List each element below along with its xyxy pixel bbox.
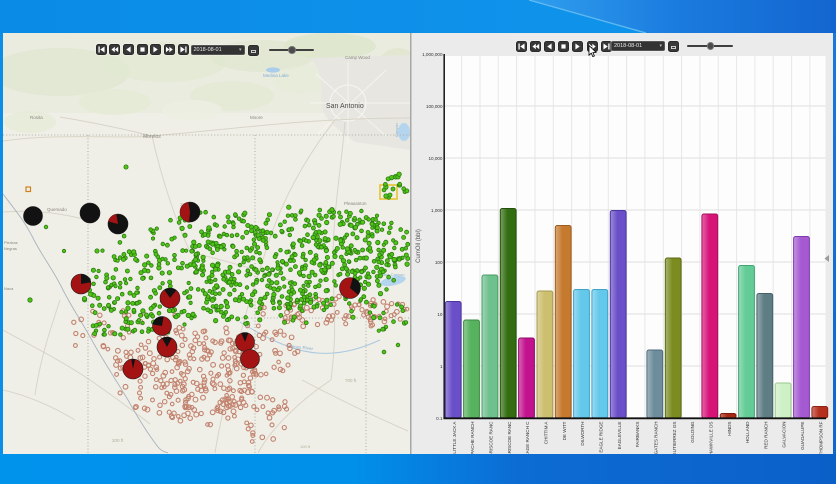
svg-text:Quemado: Quemado [47,207,67,212]
svg-text:EAGLEVILLE: EAGLEVILLE [617,422,622,450]
svg-text:CAGE RANCH C: CAGE RANCH C [525,421,530,454]
svg-text:BRISCOE RANC: BRISCOE RANC [507,421,512,454]
svg-text:700 ft: 700 ft [345,378,357,383]
svg-text:100 ft: 100 ft [300,444,311,449]
svg-text:Rosita: Rosita [30,115,43,120]
svg-text:Moore: Moore [250,115,263,120]
svg-text:APACHE RANCH: APACHE RANCH [470,422,475,455]
svg-text:100: 100 [435,260,443,265]
svg-text:1,000,000: 1,000,000 [422,52,443,57]
svg-text:Choke Canyon: Choke Canyon [378,272,404,277]
svg-text:Medina Lake: Medina Lake [263,73,289,78]
svg-text:CHITTIM A: CHITTIM A [544,421,549,445]
svg-text:EAGLE RIDGE: EAGLE RIDGE [598,422,603,453]
svg-text:GOLDING: GOLDING [690,421,695,443]
svg-text:GATES RANCH: GATES RANCH [653,422,658,455]
svg-text:1,000: 1,000 [431,208,443,213]
svg-text:Pleasanton: Pleasanton [344,201,367,206]
svg-text:Piedras: Piedras [4,240,18,245]
svg-text:10,000: 10,000 [428,156,442,161]
svg-text:GUTIERREZ GS: GUTIERREZ GS [672,422,677,455]
svg-text:GALVACION: GALVACION [782,422,787,448]
svg-text:THOMPSON RF: THOMPSON RF [818,421,823,454]
svg-text:Negras: Negras [4,246,17,251]
svg-text:DILWORTH: DILWORTH [580,422,585,446]
svg-text:HOLLAND: HOLLAND [745,421,750,443]
svg-text:1: 1 [440,364,443,369]
svg-text:0.1: 0.1 [436,416,443,421]
svg-text:GUADALUPE: GUADALUPE [800,422,805,450]
svg-text:200 ft: 200 ft [112,438,124,443]
svg-text:San Antonio: San Antonio [326,103,364,110]
svg-text:LITTLE JACK A: LITTLE JACK A [452,421,457,454]
svg-text:Canyon: Canyon [394,123,399,137]
svg-text:Nava: Nava [4,286,14,291]
svg-text:CumOil (bbl): CumOil (bbl) [416,229,422,263]
svg-text:DE WITT: DE WITT [562,421,567,440]
svg-text:RED RANCH: RED RANCH [763,422,768,449]
svg-text:FAIRBANKS: FAIRBANKS [635,422,640,448]
svg-text:Morelos: Morelos [143,134,161,140]
svg-text:BRISCOE RANC: BRISCOE RANC [489,421,494,454]
svg-text:10: 10 [437,312,443,317]
svg-text:Camp Wood: Camp Wood [345,55,370,60]
svg-text:Nueces River: Nueces River [286,343,314,351]
svg-text:HINDS: HINDS [727,422,732,436]
svg-text:HAWKVILLE DS: HAWKVILLE DS [708,422,713,455]
svg-text:100,000: 100,000 [426,104,443,109]
